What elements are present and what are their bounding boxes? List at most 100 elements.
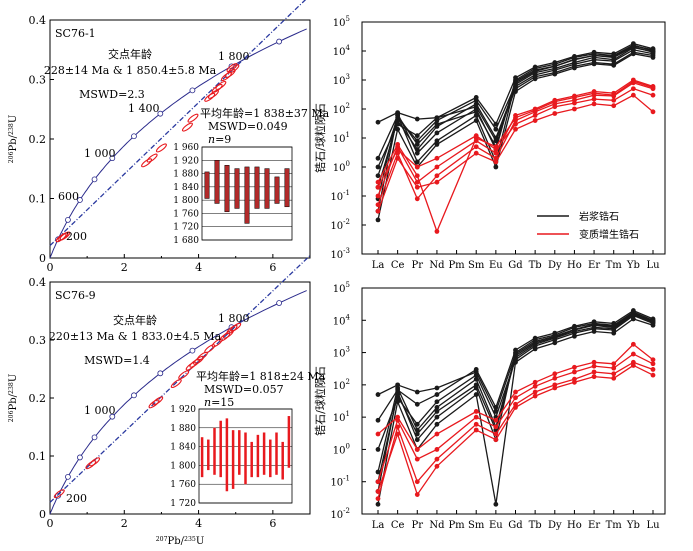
inset-tick-label: 1 880 [170,424,196,434]
metamorphic-point [414,164,420,170]
y-tick-label: 10-3 [330,247,350,261]
magmatic-point [434,142,440,147]
inset-tick-label: 1 960 [173,143,199,153]
magmatic-pattern [377,309,654,421]
metamorphic-point [532,118,538,123]
metamorphic-point [375,496,381,501]
metamorphic-point [395,147,401,152]
metamorphic-point [414,196,420,202]
metamorphic-point [591,363,597,369]
metamorphic-point [591,369,597,375]
inset-age-bar [214,160,220,204]
concordia-curve [49,290,307,515]
magmatic-point [493,501,499,507]
analysis-ellipse [215,80,227,90]
y-tick-label: 105 [333,15,350,29]
metamorphic-point [572,106,577,112]
metamorphic-point [473,421,479,427]
magmatic-point [650,46,656,52]
magmatic-point [611,62,617,68]
age-marker [109,155,116,162]
metamorphic-point [552,99,558,104]
element-label: La [372,260,385,271]
age-marker [77,197,83,203]
age-marker [131,133,137,140]
ree-panel-top: 105 104 103 102 101 100 10-1 10-2 10-3 La Ce Pr Nd Pm… [313,15,666,271]
magmatic-point [493,126,499,132]
element-label: Tb [529,520,542,531]
magmatic-point [532,341,538,347]
magmatic-point [650,55,656,60]
age-label: 1 800 [218,312,250,325]
analysis-ellipse [189,358,201,368]
metamorphic-point [513,121,518,127]
magmatic-pattern [377,312,654,414]
y-tick-label: 0.2 [29,133,47,146]
magmatic-point [611,51,617,57]
magmatic-point [630,41,636,46]
metamorphic-point [434,431,440,437]
x-tick-label: 4 [195,261,202,274]
metamorphic-point [414,492,420,497]
metamorphic-point [611,92,617,98]
magmatic-pattern [377,318,654,505]
metamorphic-point [532,389,538,395]
y-axis-label: 206Pb/238U [8,115,20,164]
y-tick-label: 102 [333,378,350,392]
metamorphic-pattern [377,82,654,205]
age-marker [65,217,71,223]
ree-panel-bottom: 105 104 103 102 101 100 10-1 10-2 La Ce Pr Nd Pm Sm Eu… [313,281,666,531]
inset-tick-label: 1 840 [173,183,199,193]
y-tick-label: 0.4 [29,14,47,27]
metamorphic-point [611,371,617,377]
magmatic-point [473,392,479,397]
inset-tick-label: 1 720 [173,223,199,233]
metamorphic-point [493,431,499,437]
inset-n: n=15 [204,396,234,409]
metamorphic-point [434,155,440,161]
element-label: Ce [391,520,405,531]
x-tick-label: 0 [47,517,54,530]
metamorphic-point [630,363,636,368]
element-label: Eu [489,260,503,271]
y-axis-label: 206Pb/238U [8,374,20,423]
element-label: Tm [606,260,623,271]
metamorphic-point [434,173,440,179]
magmatic-point [630,316,636,322]
mswd-label: MSWD=1.4 [84,354,150,367]
age-marker [276,38,283,45]
y-tick-label: 103 [333,346,350,360]
x-tick-label: 2 [121,517,128,530]
x-tick-label: 6 [269,261,276,274]
magmatic-pattern [377,47,654,176]
magmatic-point [630,51,636,57]
analysis-ellipse [204,92,216,102]
analysis-ellipse [85,460,97,470]
magmatic-point [513,351,518,357]
analysis-ellipse [89,457,101,467]
metamorphic-point [434,229,440,234]
analysis-ellipse [170,379,182,388]
magmatic-point [395,110,401,116]
inset-mean-age: 平均年龄=1 838±37 Ma [200,106,330,120]
magmatic-pattern [377,45,654,159]
magmatic-point [414,133,420,139]
magmatic-point [375,447,381,452]
y-tick-label: 0 [39,252,46,265]
y-tick-label: 104 [333,44,351,58]
metamorphic-point [650,361,656,367]
metamorphic-point [395,414,401,420]
magmatic-point [591,329,597,334]
metamorphic-point [552,385,558,391]
magmatic-point [630,312,636,318]
magmatic-point [572,329,577,334]
magmatic-pattern [377,314,654,450]
age-label: 200 [66,492,87,505]
inset-tick-label: 1 800 [173,196,199,206]
y-tick-label: 105 [333,281,350,295]
metamorphic-point [513,126,518,132]
magmatic-point [552,71,558,77]
age-marker [91,434,98,441]
analysis-ellipse [228,64,240,74]
